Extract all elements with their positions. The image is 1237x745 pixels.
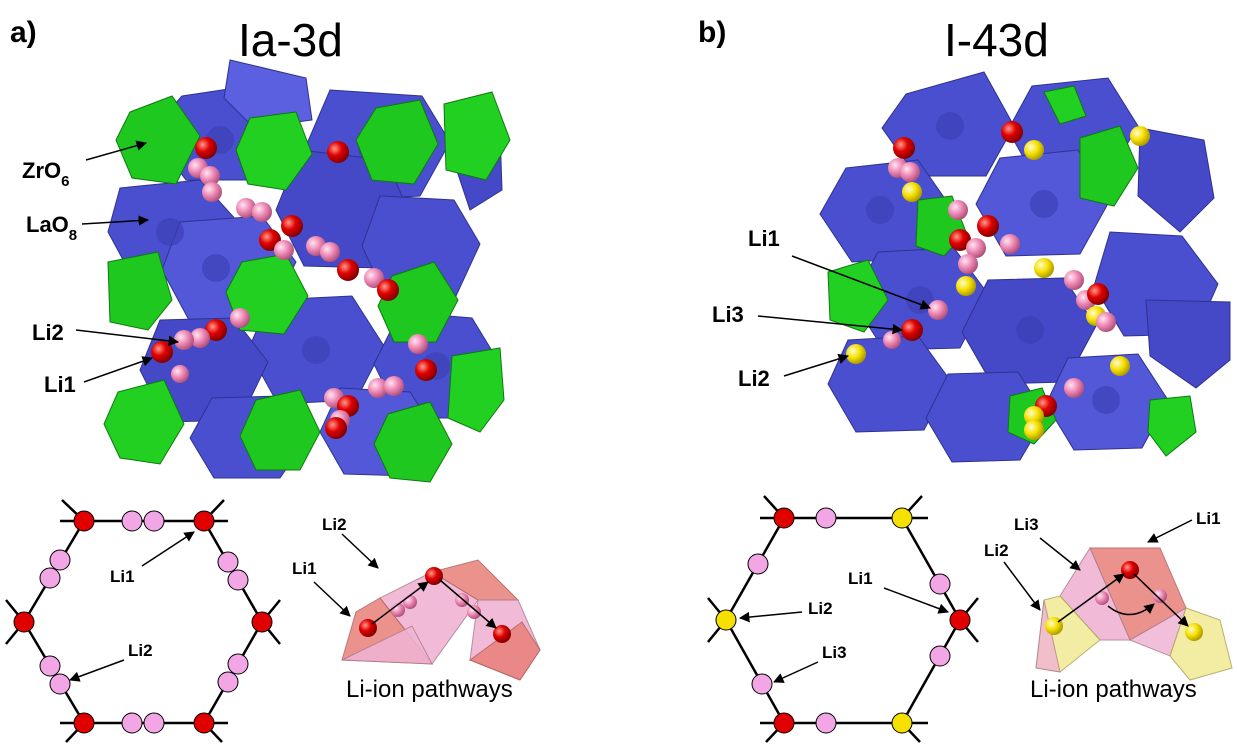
label-li2-b: Li2 bbox=[738, 366, 770, 391]
zro6-polyhedra bbox=[103, 91, 511, 483]
hex-label-li1-a: Li1 bbox=[110, 567, 135, 586]
hex-label-li1-b: Li1 bbox=[848, 569, 873, 588]
path-arrow-li3-b bbox=[1039, 537, 1081, 571]
hex-label-li3-b: Li3 bbox=[822, 643, 847, 662]
path-arrow-li1-a bbox=[313, 581, 351, 617]
panel-a-title: Ia-3d bbox=[238, 14, 343, 66]
hexagon-schematic-b bbox=[707, 495, 979, 743]
arrow-lao8 bbox=[81, 215, 150, 226]
li-sites-a bbox=[151, 137, 437, 439]
hex-arrow-li2-b bbox=[738, 611, 803, 623]
arrow-li2-a bbox=[75, 329, 180, 347]
hex-label-li2-b: Li2 bbox=[808, 599, 833, 618]
hex-arrow-li2-a bbox=[69, 659, 125, 682]
label-zro6: ZrO6 bbox=[22, 158, 69, 190]
path-arrow-li1-b bbox=[1147, 519, 1193, 543]
pathway-polyhedra-a bbox=[341, 559, 541, 681]
hexagon-schematic-a bbox=[5, 499, 281, 743]
panel-b-letter: b) bbox=[698, 16, 726, 49]
label-li3-b: Li3 bbox=[712, 302, 744, 327]
hex-arrow-li1-b bbox=[883, 587, 949, 614]
arrow-li2-b bbox=[783, 353, 850, 377]
label-li2-a: Li2 bbox=[32, 320, 64, 345]
path-label-li2-b: Li2 bbox=[984, 541, 1009, 560]
hex-arrow-li1-a bbox=[141, 531, 195, 567]
caption-b: Li-ion pathways bbox=[1030, 676, 1197, 703]
path-arrow-li2-a bbox=[341, 533, 379, 569]
hex-arrow-li3-b bbox=[773, 661, 819, 683]
hex-label-li2-a: Li2 bbox=[128, 641, 153, 660]
label-lao8: LaO8 bbox=[26, 212, 77, 244]
arrow-li1-a bbox=[83, 356, 153, 383]
panel-a-crystal-structure bbox=[103, 59, 511, 483]
li-sites-b bbox=[846, 121, 1150, 440]
arrow-zro6 bbox=[85, 140, 148, 161]
path-label-li1-b: Li1 bbox=[1196, 509, 1221, 528]
path-label-li1-a: Li1 bbox=[292, 559, 317, 578]
caption-a: Li-ion pathways bbox=[346, 676, 513, 703]
label-li1-a: Li1 bbox=[44, 372, 76, 397]
panel-a-letter: a) bbox=[10, 16, 37, 49]
path-arrow-li2-b bbox=[1003, 561, 1041, 611]
pathway-polyhedra-b bbox=[1035, 546, 1233, 681]
arrow-li1-b bbox=[791, 255, 931, 310]
arrow-li3-b bbox=[757, 315, 904, 335]
path-label-li2-a: Li2 bbox=[322, 515, 347, 534]
panel-b-title: I-43d bbox=[944, 14, 1049, 66]
path-label-li3-b: Li3 bbox=[1014, 515, 1039, 534]
label-li1-b: Li1 bbox=[748, 226, 780, 251]
panel-b-crystal-structure bbox=[819, 71, 1231, 463]
